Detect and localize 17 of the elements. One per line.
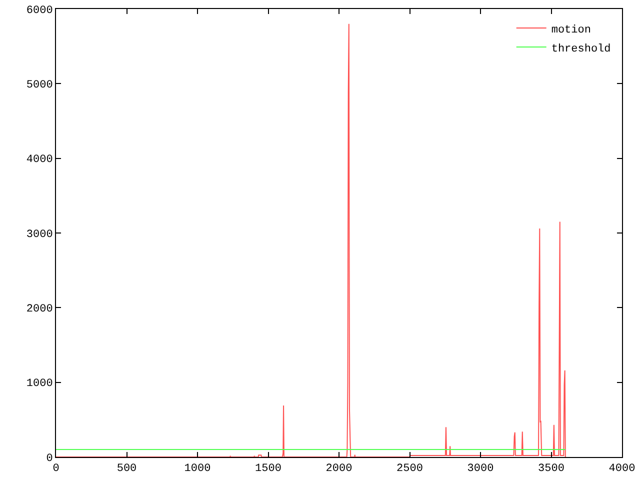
y-tick-label: 2000 <box>26 304 53 316</box>
y-tick-label: 4000 <box>26 154 53 166</box>
y-tick-label: 3000 <box>26 228 53 241</box>
legend-label: threshold <box>551 43 611 56</box>
x-tick-label: 2500 <box>396 463 423 476</box>
x-tick-label: 3500 <box>538 463 564 476</box>
x-tick-label: 4000 <box>608 463 636 476</box>
x-tick-label: 1000 <box>184 463 211 476</box>
y-tick-label: 5000 <box>26 80 53 92</box>
x-tick-label: 500 <box>116 463 137 476</box>
x-tick-label: 1500 <box>255 463 282 476</box>
y-tick-label: 6000 <box>26 4 53 17</box>
y-tick-label: 0 <box>46 452 53 465</box>
y-tick-label: 1000 <box>26 378 53 390</box>
x-tick-label: 2000 <box>326 463 352 476</box>
legend-label: motion <box>551 24 591 36</box>
x-tick-label: 3000 <box>467 463 494 476</box>
